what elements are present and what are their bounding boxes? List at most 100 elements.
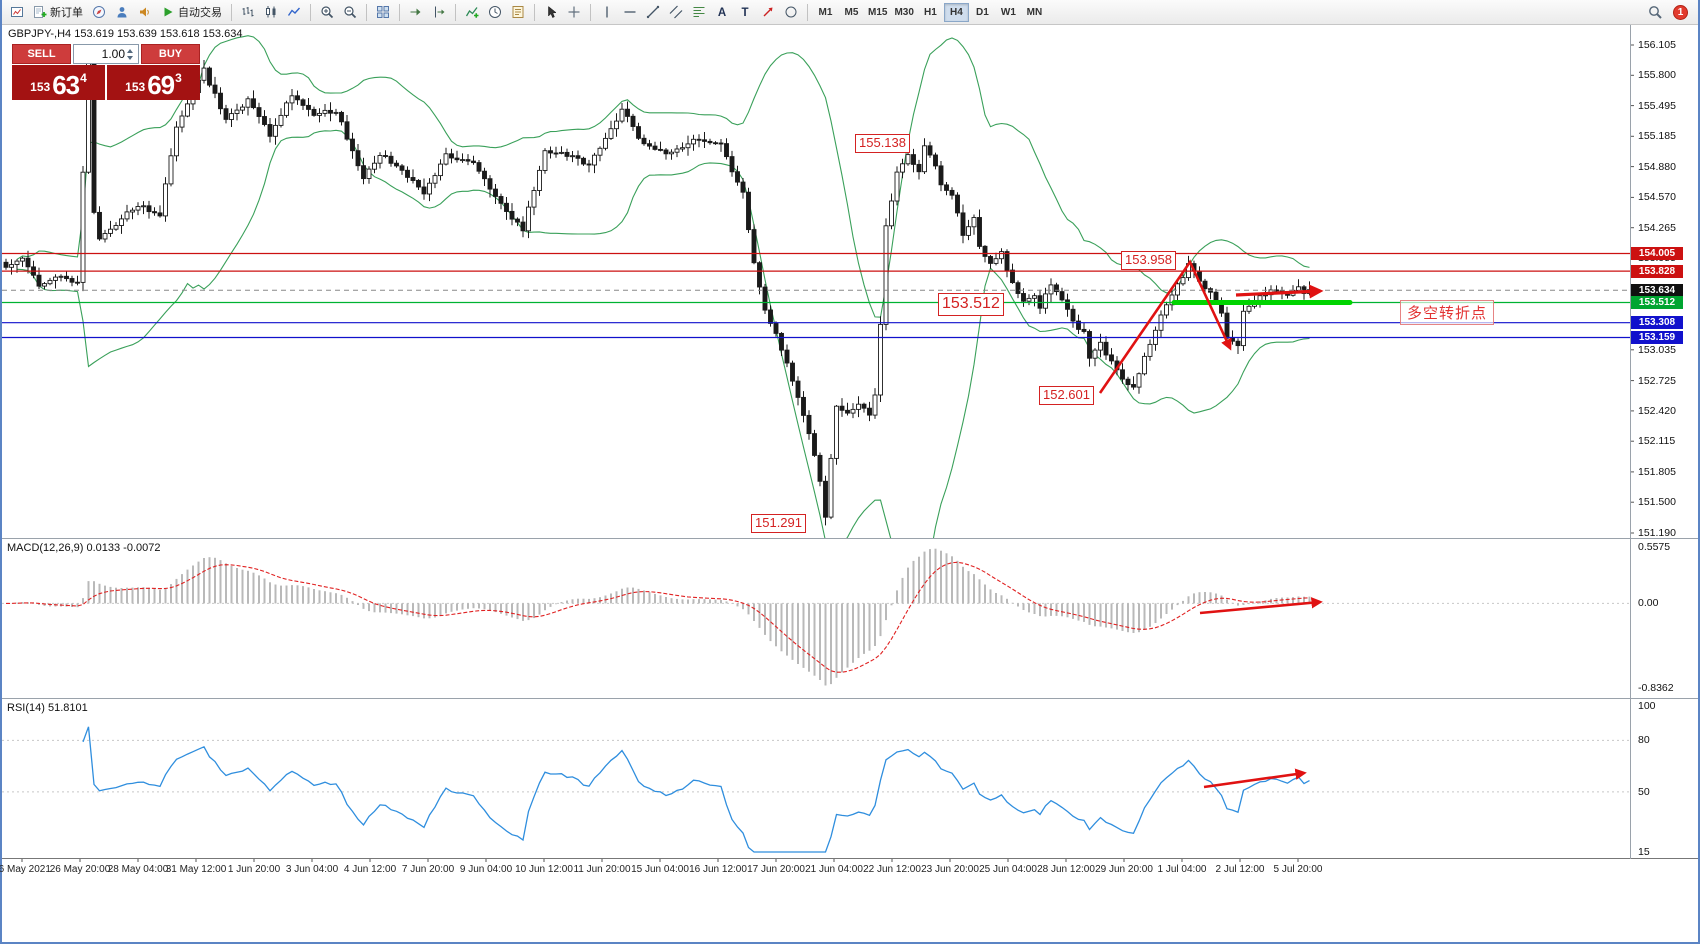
- timeframe-m5-button[interactable]: M5: [844, 6, 859, 18]
- fibonacci-button[interactable]: [688, 2, 710, 23]
- alerts-button[interactable]: [134, 2, 156, 23]
- candle-chart-button[interactable]: [260, 2, 282, 23]
- text-button[interactable]: A: [711, 2, 733, 23]
- timeframe-m15-button[interactable]: M15: [868, 6, 888, 18]
- panel-separator-rsi[interactable]: [2, 698, 1698, 699]
- buy-price-button[interactable]: 153 69 3: [107, 65, 200, 100]
- sell-price-big: 63: [52, 70, 80, 100]
- time-axis-line: [2, 858, 1698, 859]
- templates-icon: [512, 6, 524, 18]
- new-order-button[interactable]: 新订单: [29, 2, 87, 23]
- channel-icon: [669, 5, 683, 19]
- timeframe-m1-button[interactable]: M1: [818, 6, 833, 18]
- sell-button[interactable]: SELL: [12, 44, 71, 64]
- trend-zigzag-arrow[interactable]: [1098, 259, 1232, 394]
- periods-button[interactable]: [484, 2, 506, 23]
- indicators-button[interactable]: [461, 2, 483, 23]
- cursor-button[interactable]: [540, 2, 562, 23]
- symbol-ohlc-text: GBPJPY-,H4 153.619 153.639 153.618 153.6…: [8, 28, 243, 40]
- shapes-button[interactable]: [780, 2, 802, 23]
- bars-chart-icon: [242, 7, 254, 17]
- macd-signal-line: [6, 561, 1310, 673]
- templates-button[interactable]: [507, 2, 529, 23]
- timeframe-h1-button[interactable]: H1: [924, 6, 937, 18]
- volume-spinner[interactable]: [127, 46, 136, 63]
- crosshair-button[interactable]: [563, 2, 585, 23]
- toolbar-separator: [231, 3, 232, 21]
- tile-windows-button[interactable]: [372, 2, 394, 23]
- spin-down-icon[interactable]: [127, 56, 133, 60]
- notifications-badge[interactable]: 1: [1673, 4, 1688, 20]
- toolbar-separator: [455, 3, 456, 21]
- one-click-trading-panel: SELL 1.00 BUY 153 63 4 153 69 3: [12, 44, 200, 100]
- timeframe-m30-button[interactable]: M30: [894, 6, 914, 18]
- toolbar-right: 1: [1644, 2, 1694, 23]
- spin-up-icon[interactable]: [127, 49, 133, 53]
- buy-price-prefix: 153: [125, 80, 146, 94]
- auto-trading-button[interactable]: 自动交易: [157, 2, 226, 23]
- auto-trading-icon: [164, 7, 173, 17]
- price-direction-arrow[interactable]: [1235, 284, 1324, 299]
- vertical-line-icon: [606, 6, 608, 18]
- toolbar-separator: [399, 3, 400, 21]
- buy-price-pip: 3: [175, 71, 182, 85]
- sell-price-button[interactable]: 153 63 4: [12, 65, 105, 100]
- line-chart-icon: [287, 7, 301, 16]
- timeframe-w1-button[interactable]: W1: [1000, 6, 1016, 18]
- profiles-button[interactable]: [111, 2, 133, 23]
- timeframe-h4-button[interactable]: H4: [943, 2, 969, 22]
- cursor-icon: [548, 5, 557, 18]
- macd-direction-arrow[interactable]: [1199, 597, 1323, 615]
- channel-button[interactable]: [665, 2, 687, 23]
- auto-scroll-icon: [410, 8, 421, 16]
- horizontal-level-lines[interactable]: [2, 252, 1630, 339]
- panel-separator-macd[interactable]: [2, 538, 1698, 539]
- indicators-icon: [465, 7, 479, 18]
- text-label-button[interactable]: T: [734, 2, 756, 23]
- trendline-icon: [646, 5, 660, 19]
- periods-icon: [489, 6, 501, 18]
- macd-indicator-label: MACD(12,26,9) 0.0133 -0.0072: [7, 542, 161, 554]
- search-icon: [1649, 6, 1662, 19]
- rsi-direction-arrow[interactable]: [1203, 768, 1307, 789]
- horizontal-line-button[interactable]: [619, 2, 641, 23]
- buy-button[interactable]: BUY: [141, 44, 200, 64]
- wizard-button[interactable]: [88, 2, 110, 23]
- candle-chart-icon: [266, 6, 276, 18]
- rsi-indicator-label: RSI(14) 51.8101: [7, 702, 88, 714]
- toolbar-separator: [310, 3, 311, 21]
- trendline-button[interactable]: [642, 2, 664, 23]
- new-chart-button[interactable]: [6, 2, 28, 23]
- bars-chart-button[interactable]: [237, 2, 259, 23]
- trend-annotations[interactable]: [1098, 259, 1353, 789]
- auto-trading-label: 自动交易: [178, 7, 222, 19]
- svg-text:A: A: [718, 7, 726, 19]
- new-order-label: 新订单: [50, 7, 83, 19]
- chart-shift-button[interactable]: [428, 2, 450, 23]
- price-scale-separator[interactable]: [1630, 25, 1631, 859]
- timeframe-d1-button[interactable]: D1: [976, 6, 989, 18]
- zoom-in-button[interactable]: [316, 2, 338, 23]
- line-chart-button[interactable]: [283, 2, 305, 23]
- candlestick-series: [3, 58, 1312, 526]
- auto-scroll-button[interactable]: [405, 2, 427, 23]
- vertical-line-button[interactable]: [596, 2, 618, 23]
- arrow-tool-icon: [763, 7, 773, 17]
- volume-value: 1.00: [101, 47, 125, 61]
- arrow-tool-button[interactable]: [757, 2, 779, 23]
- timeframe-mn-button[interactable]: MN: [1026, 6, 1043, 18]
- crosshair-icon: [568, 6, 580, 18]
- new-order-icon: [34, 6, 47, 18]
- symbol-ohlc: GBPJPY-,H4 153.619 153.639 153.618 153.6…: [8, 28, 242, 40]
- new-chart-icon: [11, 7, 23, 17]
- profiles-icon: [117, 7, 127, 18]
- zoom-in-icon: [321, 6, 334, 19]
- zoom-out-button[interactable]: [339, 2, 361, 23]
- volume-input[interactable]: 1.00: [73, 44, 139, 64]
- tile-windows-icon: [377, 6, 389, 18]
- turning-point-annotation[interactable]: 多空转折点: [1400, 300, 1495, 325]
- search-button[interactable]: [1644, 2, 1666, 23]
- wizard-icon: [93, 6, 105, 18]
